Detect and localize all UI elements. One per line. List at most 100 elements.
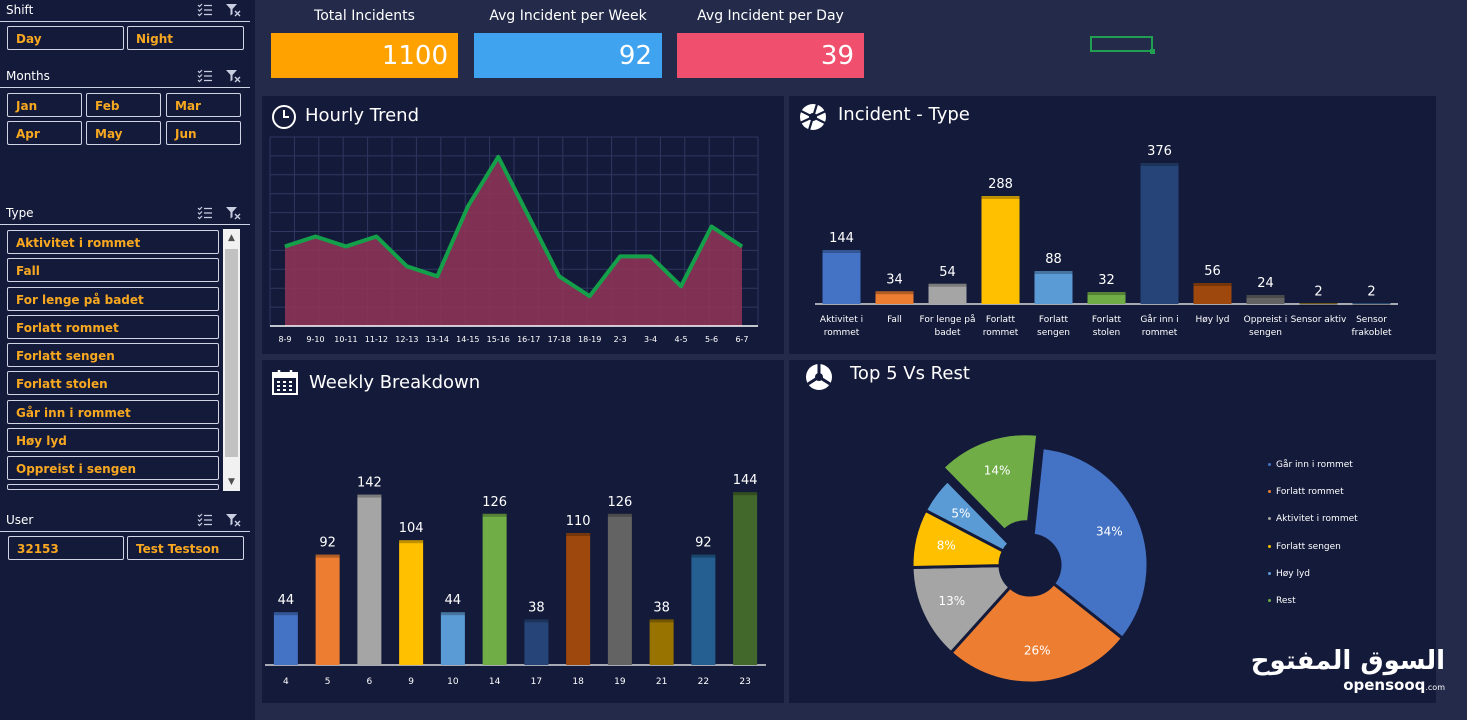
bar <box>1034 271 1073 304</box>
pie-slice <box>923 478 1012 554</box>
slicer-tools <box>197 3 241 17</box>
aperture-icon <box>806 364 832 390</box>
data-label: 92 <box>695 536 712 551</box>
bar-top-shade <box>315 554 340 558</box>
x-tick-label: 9-10 <box>306 335 324 344</box>
x-tick-label: 13-14 <box>426 335 449 344</box>
multi-select-icon[interactable] <box>197 206 213 220</box>
legend-label: Høy lyd <box>1276 568 1311 579</box>
hourly-point <box>528 216 530 218</box>
x-tick-label: Forlatt <box>986 315 1016 325</box>
multi-select-icon[interactable] <box>197 69 213 83</box>
slicer-item-type[interactable]: Forlatt stolen <box>7 371 219 396</box>
legend-label: Aktivitet i rommet <box>1276 514 1358 525</box>
hourly-point <box>589 295 591 297</box>
bar <box>822 250 861 304</box>
slicer-item-jan[interactable]: Jan <box>7 93 82 117</box>
bar-top-shade <box>482 513 507 517</box>
bar <box>928 283 967 304</box>
slice-label: 34% <box>1096 525 1123 539</box>
bar-top-shade <box>399 540 424 544</box>
legend-marker <box>1268 571 1271 575</box>
x-tick-label: 21 <box>656 677 667 687</box>
slicer-item-type[interactable]: Fall <box>7 258 219 283</box>
panel-title-weekly: Weekly Breakdown <box>309 372 481 393</box>
x-tick-label: 6 <box>367 677 373 687</box>
slicer-tools <box>197 206 241 220</box>
slicer-item-jun[interactable]: Jun <box>166 121 241 145</box>
bar <box>1299 303 1338 304</box>
bar-top-shade <box>1087 292 1126 295</box>
slicer-item-mar[interactable]: Mar <box>166 93 241 117</box>
slicer-item-day[interactable]: Day <box>7 26 124 50</box>
hourly-point <box>375 235 377 237</box>
slicer-item-type[interactable]: Aktivitet i rommet <box>7 230 219 254</box>
slice-label: 13% <box>938 594 965 608</box>
slice-label: 8% <box>937 538 956 552</box>
slicer-item-type-partial[interactable] <box>7 484 219 491</box>
slicer-item-type[interactable]: Går inn i rommet <box>7 399 219 424</box>
x-tick-label: 10 <box>447 677 459 687</box>
clear-filter-icon[interactable] <box>225 69 241 83</box>
clear-filter-icon[interactable] <box>225 206 241 220</box>
multi-select-icon[interactable] <box>197 513 213 527</box>
data-label: 2 <box>1367 284 1375 299</box>
legend-label: Går inn i rommet <box>1276 460 1353 470</box>
type-list-scrollbar[interactable]: ▲ ▼ <box>223 229 240 491</box>
kpi-label-day: Avg Incident per Day <box>697 8 844 24</box>
scroll-up-icon[interactable]: ▲ <box>228 233 235 243</box>
legend-label: Forlatt sengen <box>1276 541 1341 552</box>
clear-filter-icon[interactable] <box>225 513 241 527</box>
bar <box>273 612 298 665</box>
bar <box>875 291 914 304</box>
hourly-point <box>284 245 286 247</box>
legend-item: Forlatt rommet <box>1268 485 1358 512</box>
data-label: 56 <box>1204 264 1221 279</box>
x-tick-label: Aktivitet i <box>820 315 863 325</box>
bar-top-shade <box>981 196 1020 199</box>
bar-top-shade <box>566 533 591 536</box>
slicer-item-feb[interactable]: Feb <box>86 93 161 117</box>
legend-item: Aktivitet i rommet <box>1268 512 1358 539</box>
slicer-item-type[interactable]: Høy lyd <box>7 427 219 452</box>
data-label: 144 <box>733 473 758 488</box>
clear-filter-icon[interactable] <box>225 3 241 17</box>
data-label: 376 <box>1147 144 1172 159</box>
x-tick-label: rommet <box>824 328 860 338</box>
slicer-item-user-32153[interactable]: 32153 <box>8 536 124 560</box>
slicer-item-type[interactable]: Forlatt sengen <box>7 343 219 367</box>
data-label: 144 <box>829 231 854 246</box>
x-tick-label: 16-17 <box>517 335 540 344</box>
data-label: 54 <box>939 265 956 280</box>
hourly-point <box>406 265 408 267</box>
filter-sidebar: Shift Day Night Months Jan Feb Mar Apr M… <box>0 0 255 720</box>
slicer-item-type[interactable]: For lenge på badet <box>7 286 219 311</box>
legend-marker <box>1268 517 1271 521</box>
slicer-item-type[interactable]: Oppreist i sengen <box>7 456 219 480</box>
kpi-total-incidents: 1100 <box>271 33 458 78</box>
slicer-item-apr[interactable]: Apr <box>7 121 82 145</box>
slicer-item-night[interactable]: Night <box>127 26 244 50</box>
data-label: 88 <box>1045 252 1062 267</box>
slicer-item-user-test[interactable]: Test Testson <box>127 536 244 560</box>
data-label: 44 <box>445 593 462 608</box>
bar-top-shade <box>1193 283 1232 286</box>
x-tick-label: 22 <box>698 677 709 687</box>
watermark-arabic: السوق المفتوح <box>1250 646 1445 676</box>
panel-incident-type <box>789 96 1436 354</box>
pie-slice <box>910 564 1013 655</box>
scroll-down-icon[interactable]: ▼ <box>228 477 235 487</box>
scroll-thumb[interactable] <box>225 249 238 457</box>
slicer-item-type[interactable]: Forlatt rommet <box>7 314 219 339</box>
x-tick-label: Høy lyd <box>1195 315 1229 325</box>
bar <box>691 554 716 665</box>
x-tick-label: 18 <box>572 677 584 687</box>
x-tick-label: 11-12 <box>365 335 388 344</box>
multi-select-icon[interactable] <box>197 3 213 17</box>
watermark-suffix: .com <box>1425 683 1445 692</box>
bar-top-shade <box>733 492 758 496</box>
slicer-item-may[interactable]: May <box>86 121 161 145</box>
selected-cell[interactable] <box>1090 36 1155 54</box>
bar-top-shade <box>1140 163 1179 166</box>
